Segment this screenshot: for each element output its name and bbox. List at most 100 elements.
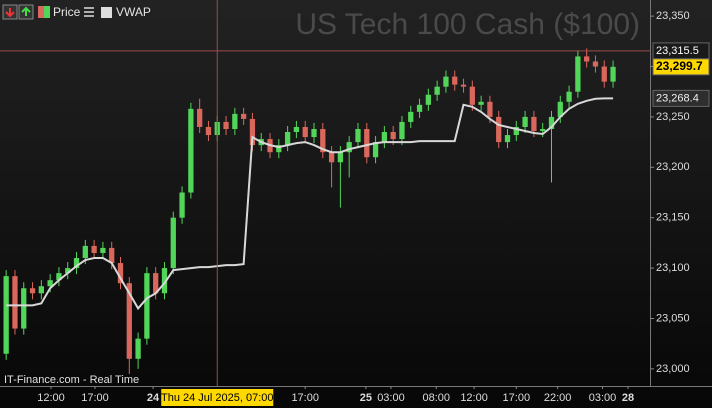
- candle-body: [135, 338, 141, 359]
- candle-body: [241, 113, 247, 119]
- candle-body: [416, 104, 423, 112]
- vwap-last-box: [652, 89, 710, 107]
- y-tick-label: 23,150: [656, 212, 690, 224]
- y-tick-label: 23,250: [656, 111, 690, 123]
- candle-body: [293, 126, 300, 133]
- y-tick-label: 23,000: [656, 363, 690, 375]
- candle-body: [12, 276, 18, 329]
- candle-body: [487, 101, 493, 117]
- candle-body: [56, 273, 62, 281]
- candle-body: [408, 111, 414, 122]
- x-tick-label: 12:00: [460, 392, 488, 404]
- down-arrow: [5, 8, 15, 18]
- candles: [3, 48, 616, 374]
- x-tick-label: 17:00: [291, 392, 319, 404]
- candle-body: [548, 116, 555, 130]
- candle-body: [452, 76, 458, 85]
- x-tick-label: 28: [622, 392, 634, 404]
- candle-body: [337, 152, 344, 163]
- candle-body: [249, 118, 256, 146]
- candle-body: [460, 84, 467, 87]
- candle-body: [601, 66, 607, 82]
- vwap-last-label: 23,268.4: [656, 92, 699, 104]
- candle-body: [276, 145, 282, 153]
- candle-body: [3, 276, 9, 354]
- vwap-line: [6, 97, 614, 311]
- candle-body: [443, 76, 449, 87]
- x-tick-label: 12:00: [37, 392, 65, 404]
- candle-body: [540, 129, 546, 132]
- x-tick-label: 08:00: [422, 392, 450, 404]
- last-price-label: 23,299.7: [656, 59, 703, 73]
- crosshair-y-label: 23,315.5: [656, 45, 699, 57]
- candle-body: [21, 288, 27, 329]
- x-tick-label: 25: [360, 392, 372, 404]
- candle-body: [557, 101, 563, 117]
- candle-body: [610, 66, 616, 82]
- candle-body: [38, 286, 44, 294]
- up-arrow: [21, 6, 31, 16]
- x-tick-label: 03:00: [589, 392, 617, 404]
- candle-body: [320, 129, 326, 153]
- candle-body: [513, 126, 519, 136]
- y-tick-label: 23,100: [656, 262, 690, 274]
- candle-body: [311, 129, 317, 138]
- candle-body: [372, 142, 379, 158]
- candle-body: [109, 247, 115, 264]
- y-tick-label: 23,050: [656, 312, 690, 324]
- candle-body: [179, 192, 185, 218]
- candle-body: [399, 121, 405, 140]
- candle-body: [232, 113, 238, 130]
- candle-body: [223, 121, 229, 130]
- candle-body: [100, 247, 106, 253]
- candle-body: [82, 245, 88, 259]
- candle-body: [117, 263, 124, 284]
- candle-body: [575, 56, 581, 92]
- candle-body: [504, 135, 511, 143]
- last-price-box: [652, 58, 710, 76]
- vwap-swatch: [101, 7, 112, 18]
- x-tick-label: 24: [147, 392, 160, 404]
- y-tick-label: 23,200: [656, 161, 690, 173]
- candle-body: [170, 217, 176, 269]
- candle-body: [381, 132, 388, 143]
- candle-body: [197, 108, 203, 127]
- chart-title: US Tech 100 Cash ($100): [295, 8, 640, 41]
- candle-body: [73, 258, 80, 269]
- candle-body: [390, 132, 396, 140]
- candle-body: [364, 129, 370, 158]
- x-tick-label: 03:00: [377, 392, 405, 404]
- candle-body: [29, 288, 36, 294]
- price-swatch-down: [38, 6, 44, 18]
- list-icon[interactable]: [84, 7, 94, 17]
- candle-body: [205, 126, 212, 136]
- candle-body: [478, 101, 484, 105]
- candle-body: [153, 273, 159, 294]
- legend-vwap[interactable]: VWAP: [116, 5, 151, 19]
- candle-body: [161, 268, 168, 294]
- candle-body: [91, 245, 97, 253]
- candle-body: [284, 132, 291, 146]
- y-tick-label: 23,350: [656, 10, 690, 22]
- candle-body: [188, 108, 194, 193]
- legend-price[interactable]: Price: [53, 5, 81, 19]
- candle-body: [434, 86, 440, 95]
- candle-body: [346, 142, 352, 153]
- candle-body: [592, 61, 599, 67]
- price-swatch-up: [44, 6, 50, 18]
- candle-body: [496, 116, 502, 143]
- x-tick-label: 17:00: [81, 392, 109, 404]
- candle-body: [469, 86, 475, 105]
- source: IT-Finance.com - Real Time: [4, 374, 139, 386]
- x-tick-label: 17:00: [503, 392, 531, 404]
- crosshair-x-label: Thu 24 Jul 2025, 07:00: [161, 392, 274, 404]
- candle-body: [65, 268, 71, 274]
- candle-body: [144, 273, 150, 339]
- crosshair-x-box: [161, 389, 274, 406]
- candle-body: [584, 56, 590, 62]
- candle-body: [531, 116, 537, 132]
- candle-body: [425, 94, 431, 105]
- candle-body: [126, 283, 132, 359]
